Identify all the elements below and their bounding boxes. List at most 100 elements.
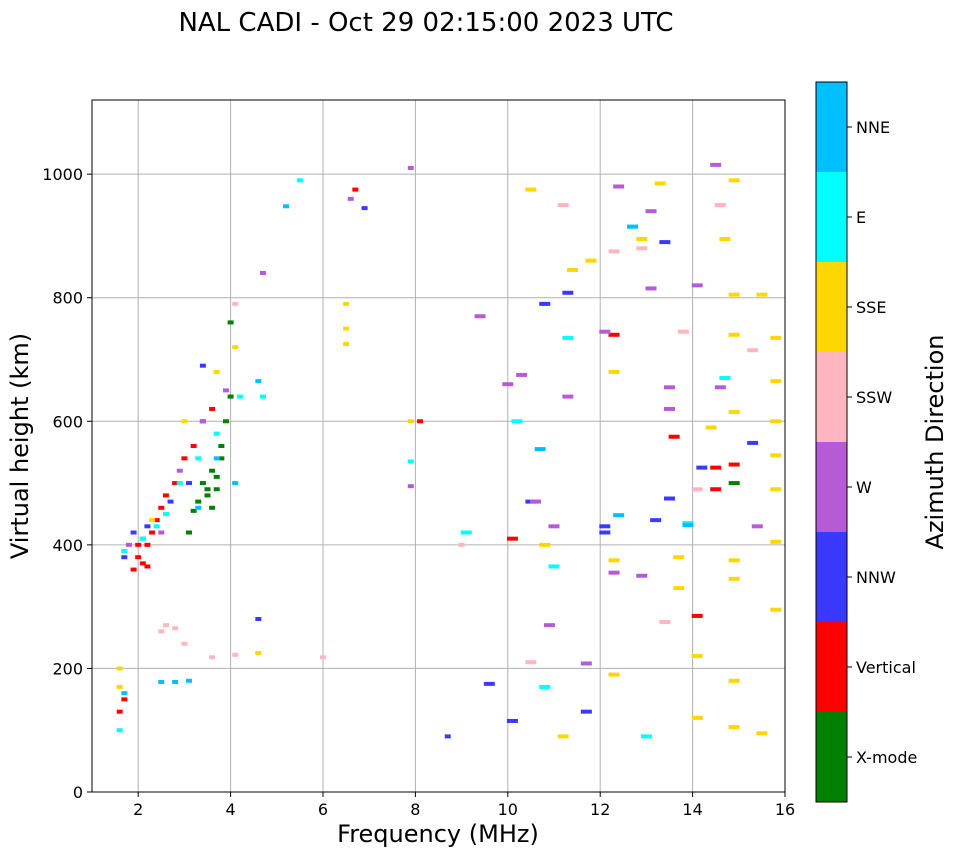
x-tick-label: 8 xyxy=(410,800,420,819)
colorbar-tick-label: NNE xyxy=(856,118,890,137)
data-point xyxy=(534,447,546,452)
data-point xyxy=(213,456,220,461)
data-point xyxy=(121,549,128,554)
data-point xyxy=(259,271,266,275)
data-point xyxy=(255,617,262,621)
data-point xyxy=(691,613,703,618)
data-point xyxy=(728,576,740,581)
colorbar: X-mode Vertical NNW W SSW SSE E NNE xyxy=(815,81,917,803)
data-point xyxy=(186,678,193,683)
colorbar-swatch xyxy=(816,442,847,532)
data-point xyxy=(158,530,165,535)
x-tick-label: 4 xyxy=(226,800,236,819)
data-point xyxy=(682,523,694,528)
colorbar-tick-label: W xyxy=(856,478,872,497)
data-point xyxy=(195,505,202,510)
data-point xyxy=(190,444,197,448)
data-point xyxy=(116,728,123,733)
data-point xyxy=(728,410,740,415)
data-point xyxy=(636,573,648,578)
data-point xyxy=(162,493,169,498)
data-point xyxy=(557,203,569,208)
data-point xyxy=(562,394,574,399)
data-point xyxy=(585,258,597,263)
data-point xyxy=(654,181,666,186)
chart-title: NAL CADI - Oct 29 02:15:00 2023 UTC xyxy=(178,8,673,38)
x-tick-label: 16 xyxy=(775,800,795,819)
data-point xyxy=(640,734,652,739)
data-point xyxy=(705,425,717,430)
y-tick-label: 200 xyxy=(52,659,83,678)
data-point xyxy=(361,206,368,211)
data-point xyxy=(218,444,225,448)
data-point xyxy=(121,697,128,702)
data-point xyxy=(209,468,216,473)
data-point xyxy=(710,162,722,167)
data-point xyxy=(677,329,689,334)
data-point xyxy=(162,623,169,628)
data-point xyxy=(232,345,239,350)
data-point xyxy=(525,187,537,192)
data-point xyxy=(222,388,229,393)
data-point xyxy=(172,481,179,486)
data-point xyxy=(121,555,128,560)
data-point xyxy=(770,487,782,492)
data-point xyxy=(728,725,740,730)
x-axis-ticks: 2 4 6 8 10 12 14 16 xyxy=(133,792,795,819)
data-point xyxy=(636,237,648,242)
data-point xyxy=(352,187,359,192)
data-point xyxy=(153,524,160,529)
data-point xyxy=(232,481,239,486)
data-point xyxy=(728,332,740,337)
data-point xyxy=(770,419,782,424)
data-point xyxy=(627,224,639,229)
x-axis-label: Frequency (MHz) xyxy=(337,820,539,848)
data-point xyxy=(116,709,123,714)
data-point xyxy=(343,326,350,331)
data-point xyxy=(347,196,354,201)
data-point xyxy=(209,406,216,411)
data-point xyxy=(121,691,128,696)
data-point xyxy=(525,660,537,665)
data-point xyxy=(255,379,262,384)
data-point xyxy=(186,530,193,535)
data-point xyxy=(296,178,303,183)
data-point xyxy=(255,650,262,655)
colorbar-swatch xyxy=(816,352,847,442)
data-point xyxy=(181,641,188,646)
data-point xyxy=(728,678,740,683)
data-point xyxy=(139,536,146,541)
colorbar-swatch xyxy=(816,82,847,172)
data-point xyxy=(407,459,414,464)
data-point xyxy=(417,419,424,424)
series-ssw xyxy=(158,203,759,665)
data-point xyxy=(645,286,657,291)
data-point xyxy=(172,680,179,685)
data-point xyxy=(227,320,234,325)
data-point xyxy=(232,301,239,306)
series-sse xyxy=(116,178,782,739)
data-point xyxy=(199,481,206,486)
x-tick-label: 10 xyxy=(498,800,518,819)
data-point xyxy=(213,431,220,436)
data-point xyxy=(673,586,685,591)
data-point xyxy=(770,335,782,340)
data-point xyxy=(195,499,202,504)
data-point xyxy=(548,524,560,529)
y-tick-label: 600 xyxy=(52,412,83,431)
data-point xyxy=(691,654,703,659)
data-point xyxy=(176,481,183,486)
colorbar-label: Azimuth Direction xyxy=(921,335,949,550)
data-point xyxy=(460,530,472,535)
colorbar-swatch xyxy=(816,712,847,802)
data-point xyxy=(710,487,722,492)
data-point xyxy=(167,499,174,504)
data-point xyxy=(407,484,414,489)
y-tick-label: 0 xyxy=(73,783,83,802)
data-point xyxy=(599,329,611,334)
data-point xyxy=(580,709,592,714)
data-point xyxy=(190,508,197,513)
data-point xyxy=(139,561,146,566)
data-point xyxy=(770,539,782,544)
y-axis-label: Virtual height (km) xyxy=(6,333,34,559)
